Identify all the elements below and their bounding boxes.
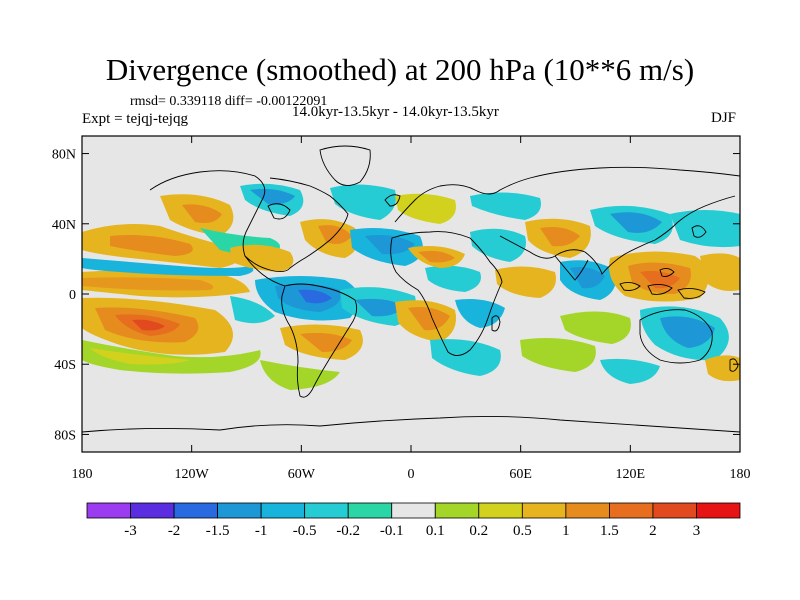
x-tick-label: 180 xyxy=(730,467,751,482)
colorbar-swatch xyxy=(478,502,523,519)
colorbar-swatch xyxy=(652,502,697,519)
colorbar-label: -0.2 xyxy=(336,523,360,539)
colorbar-swatch xyxy=(434,502,480,519)
colorbar-swatch xyxy=(347,502,393,519)
x-tick-label: 180 xyxy=(72,467,93,482)
plot-title: Divergence (smoothed) at 200 hPa (10**6 … xyxy=(105,52,695,87)
season-label: DJF xyxy=(711,110,737,126)
colorbar-label: -0.5 xyxy=(293,523,317,539)
colorbar-label: 1 xyxy=(562,523,570,539)
colorbar-swatch xyxy=(260,502,306,519)
colorbar-swatch xyxy=(173,502,218,519)
colorbar-swatch xyxy=(565,502,610,519)
colorbar-label: -2 xyxy=(168,523,181,539)
colorbar-swatch xyxy=(609,502,654,519)
y-tick-label: 80S xyxy=(54,428,76,443)
colorbar-label: 3 xyxy=(693,523,701,539)
colorbar-label: 0.5 xyxy=(513,523,532,539)
colorbar-label: -0.1 xyxy=(380,523,404,539)
x-tick-label: 0 xyxy=(408,467,415,482)
y-tick-label: 40N xyxy=(52,218,76,233)
y-tick-label: 0 xyxy=(69,288,76,303)
colorbar-label: 0.2 xyxy=(469,523,488,539)
divergence-field xyxy=(82,183,740,390)
coastlines xyxy=(82,145,740,433)
colorbar-label: -3 xyxy=(124,523,137,539)
colorbar-swatch xyxy=(217,502,262,519)
colorbar-swatch xyxy=(130,502,175,519)
colorbar: -3 -2 -1.5 -1 -0.5 -0.2 -0.1 0.1 0.2 0.5 1 1.5 2 3 xyxy=(86,502,741,539)
colorbar-label: -1 xyxy=(255,523,268,539)
colorbar-label: 1.5 xyxy=(600,523,619,539)
map-axes: 80N 40N 0 40S 80S 180 120W 60W 0 60E 120E 180 xyxy=(52,135,751,482)
colorbar-swatch xyxy=(86,502,131,519)
rmsd-diff-stats: rmsd= 0.339118 diff= -0.00122091 xyxy=(130,94,328,109)
colorbar-label: -1.5 xyxy=(206,523,230,539)
x-tick-label: 120W xyxy=(175,467,210,482)
colorbar-label: 0.1 xyxy=(426,523,445,539)
y-tick-label: 40S xyxy=(54,358,76,373)
period-label: 14.0kyr-13.5kyr - 14.0kyr-13.5kyr xyxy=(292,104,499,120)
colorbar-swatch xyxy=(391,502,436,519)
experiment-label: Expt = tejqj-tejqg xyxy=(82,111,188,127)
colorbar-label: 2 xyxy=(649,523,657,539)
x-tick-label: 60W xyxy=(288,467,316,482)
colorbar-swatch xyxy=(304,502,349,519)
colorbar-swatch xyxy=(696,502,741,519)
colorbar-swatch xyxy=(521,502,567,519)
x-tick-label: 60E xyxy=(509,467,532,482)
x-tick-label: 120E xyxy=(616,467,646,482)
y-tick-label: 80N xyxy=(52,148,76,163)
